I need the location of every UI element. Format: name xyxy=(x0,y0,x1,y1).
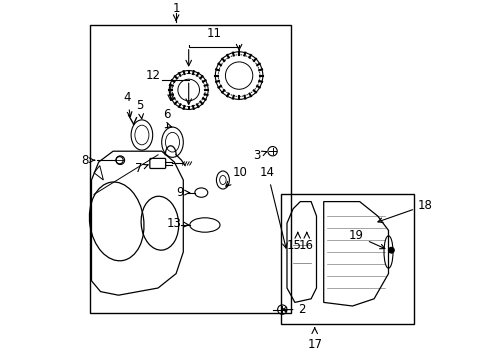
Circle shape xyxy=(387,247,393,253)
Text: 5: 5 xyxy=(136,99,143,119)
Text: 19: 19 xyxy=(348,229,384,249)
Text: 9: 9 xyxy=(176,186,189,199)
Text: 12: 12 xyxy=(146,69,161,82)
Text: 10: 10 xyxy=(225,166,247,186)
Text: 2: 2 xyxy=(282,303,305,316)
Text: 6: 6 xyxy=(163,108,170,121)
Text: 14: 14 xyxy=(260,166,286,248)
Text: 8: 8 xyxy=(81,154,95,167)
Text: 11: 11 xyxy=(206,27,221,40)
Text: 7: 7 xyxy=(135,162,148,175)
Text: 13: 13 xyxy=(166,217,188,230)
Text: 18: 18 xyxy=(377,199,432,222)
Text: 4: 4 xyxy=(123,91,132,117)
Bar xyxy=(89,25,291,313)
Bar xyxy=(280,194,413,324)
Text: 3: 3 xyxy=(253,149,266,162)
Text: 17: 17 xyxy=(306,338,322,351)
Text: 16: 16 xyxy=(298,239,312,252)
Text: 1: 1 xyxy=(172,3,180,15)
Text: 15: 15 xyxy=(286,239,301,252)
